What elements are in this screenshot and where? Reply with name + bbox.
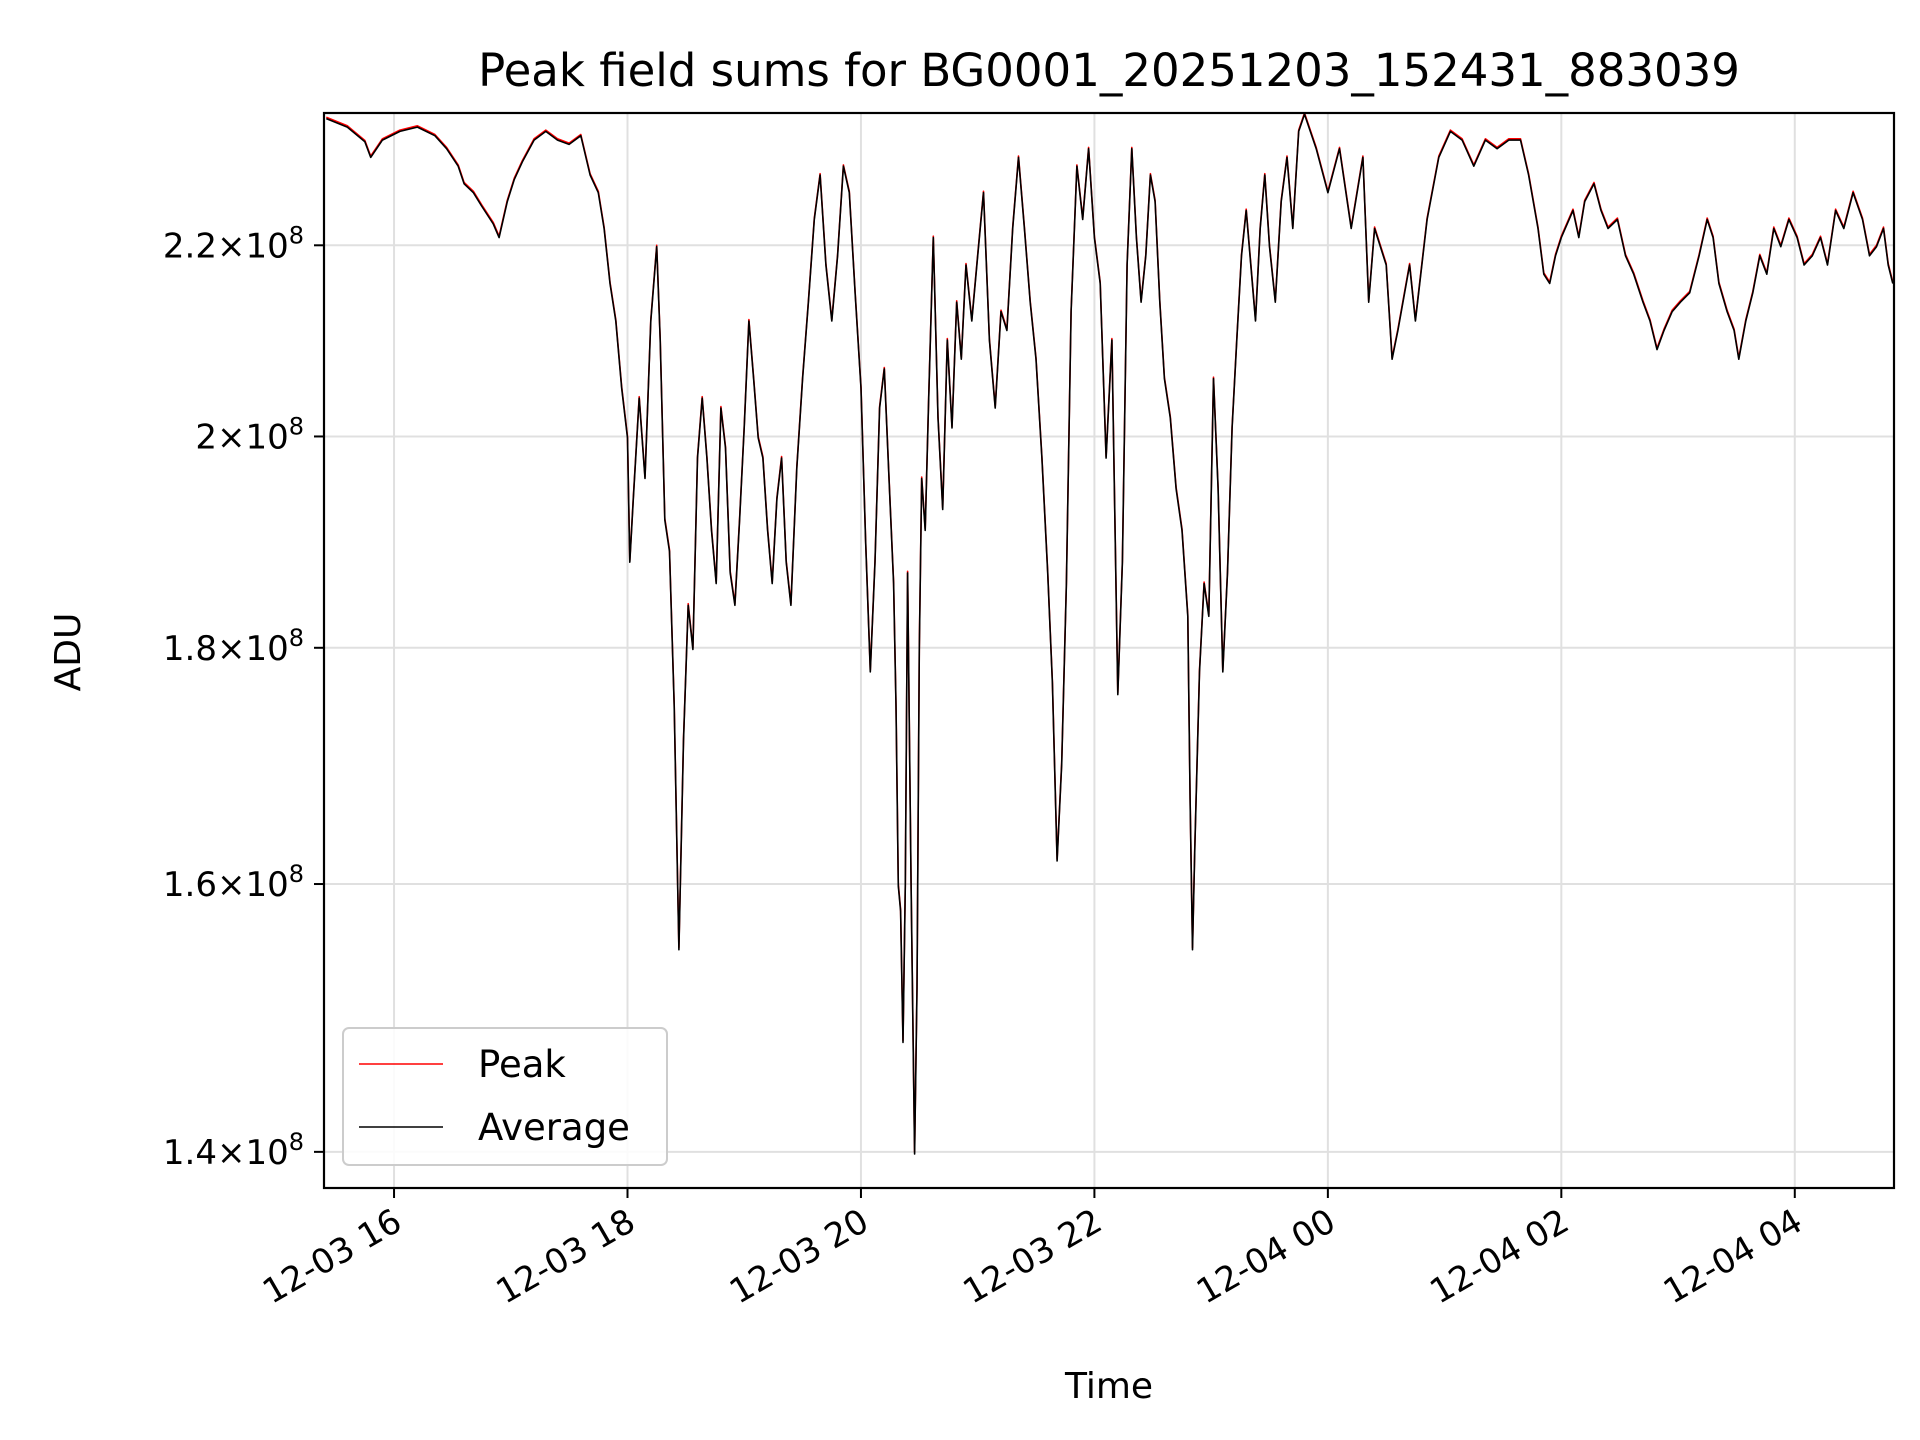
chart-title: Peak field sums for BG0001_20251203_1524…	[478, 44, 1740, 97]
y-tick-exponent: 8	[289, 624, 304, 652]
y-axis-label: ADU	[48, 613, 89, 692]
y-tick-label: 1.4×108	[163, 1128, 304, 1173]
y-tick-label: 2.2×108	[163, 221, 304, 266]
y-tick-mantissa: 2.2	[163, 226, 217, 266]
y-tick-times: ×10	[217, 1133, 289, 1173]
y-tick-times: ×10	[217, 865, 289, 905]
y-tick-exponent: 8	[289, 1128, 304, 1156]
legend-box	[342, 1027, 668, 1166]
grid	[324, 113, 1894, 1188]
y-tick-times: ×10	[217, 417, 289, 457]
series-line-average	[325, 113, 1894, 1155]
y-tick-mantissa: 1.8	[163, 629, 217, 669]
plot-frame	[322, 111, 1896, 1190]
y-tick-exponent: 8	[289, 860, 304, 888]
y-tick-mantissa: 2	[195, 417, 217, 457]
y-tick-times: ×10	[217, 629, 289, 669]
legend-label-average: Average	[478, 1106, 630, 1149]
y-tick-label: 2×108	[195, 412, 304, 457]
legend: Peak Average	[342, 1027, 668, 1166]
y-tick-label: 1.6×108	[163, 860, 304, 905]
y-tick-exponent: 8	[289, 221, 304, 249]
y-tick-times: ×10	[217, 226, 289, 266]
plot-area	[325, 113, 1894, 1155]
y-tick-mantissa: 1.6	[163, 865, 217, 905]
y-tick-label: 1.8×108	[163, 624, 304, 669]
legend-label-peak: Peak	[478, 1043, 566, 1086]
series-layer	[325, 113, 1894, 1155]
y-tick-mantissa: 1.4	[163, 1133, 217, 1173]
y-tick-exponent: 8	[289, 412, 304, 440]
x-axis-label: Time	[1064, 1366, 1153, 1407]
